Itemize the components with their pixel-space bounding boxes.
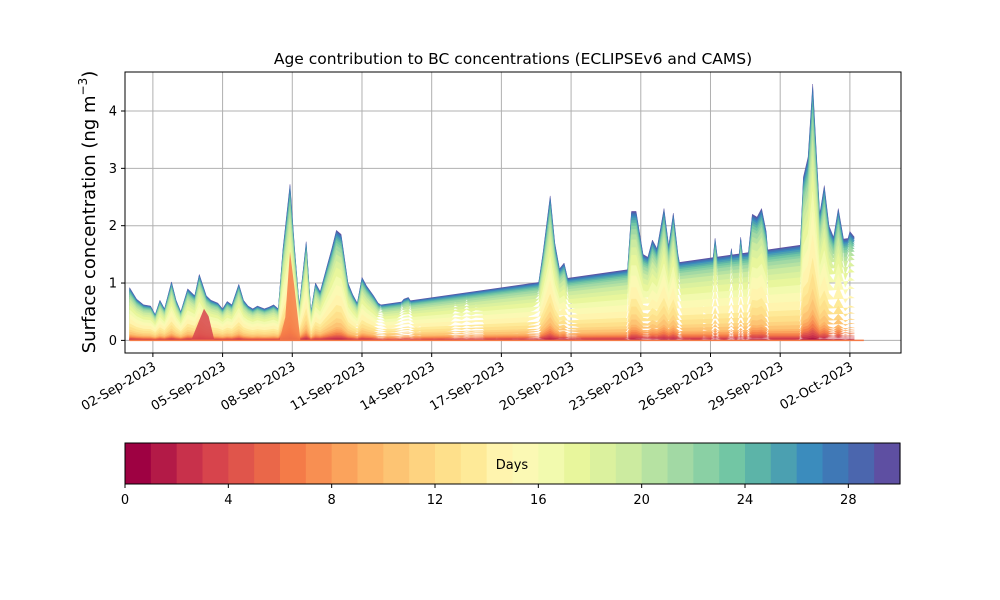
colorbar-ticks: 0 4 8 12 16 20 24 28 <box>121 484 857 508</box>
colorbar-swatch <box>796 443 824 484</box>
x-tick-label: 02-Oct-2023 <box>777 359 855 413</box>
colorbar-swatch <box>848 443 875 484</box>
y-axis-label-sup: −3 <box>76 78 90 96</box>
colorbar-swatch <box>512 443 539 484</box>
colorbar-tick-label: 4 <box>224 493 232 508</box>
plot-frame <box>124 71 902 354</box>
chart-title: Age contribution to BC concentrations (E… <box>274 50 752 68</box>
colorbar-swatch <box>745 443 772 484</box>
colorbar-tick-label: 8 <box>328 493 336 508</box>
y-tick-label: 0 <box>109 334 117 349</box>
colorbar-swatch <box>822 443 849 484</box>
y-tick-label: 3 <box>109 162 117 177</box>
fresh-emission-peak <box>191 308 215 341</box>
colorbar-swatch <box>383 443 410 484</box>
y-axis-label-main: Surface concentration (ng m <box>79 95 100 353</box>
colorbar-tick-label: 16 <box>530 493 547 508</box>
x-tick-label: 14-Sep-2023 <box>358 359 438 414</box>
age-areas <box>129 83 864 342</box>
colorbar-swatch <box>150 443 178 484</box>
colorbar-swatch <box>357 443 384 484</box>
colorbar-swatch <box>590 443 617 484</box>
colorbar-swatch <box>641 443 669 484</box>
colorbar-tick-label: 24 <box>737 493 754 508</box>
fresh-emission-peak <box>279 251 301 341</box>
colorbar-tick-label: 20 <box>633 493 650 508</box>
x-tick-label: 05-Sep-2023 <box>149 359 229 414</box>
x-tick-label: 23-Sep-2023 <box>567 359 647 414</box>
x-tick-label: 11-Sep-2023 <box>288 359 368 414</box>
x-ticks: 02-Sep-202305-Sep-202308-Sep-202311-Sep-… <box>79 353 856 414</box>
colorbar-frame <box>124 442 901 485</box>
colorbar-swatch <box>615 443 643 484</box>
colorbar-swatch <box>667 443 694 484</box>
x-tick-label: 20-Sep-2023 <box>497 359 577 414</box>
y-tick-label: 1 <box>109 277 117 292</box>
colorbar-label: Days <box>496 458 529 473</box>
colorbar-swatch <box>202 443 229 484</box>
x-tick-label: 17-Sep-2023 <box>428 359 508 414</box>
x-tick-label: 02-Sep-2023 <box>79 359 159 414</box>
colorbar-swatch <box>228 443 255 484</box>
colorbar-tick-label: 12 <box>427 493 444 508</box>
colorbar-swatch <box>486 443 514 484</box>
colorbar-swatch <box>693 443 720 484</box>
colorbar <box>125 443 901 484</box>
colorbar-tick-label: 28 <box>840 493 857 508</box>
colorbar-swatch <box>770 443 798 484</box>
y-axis-label: Surface concentration (ng m−3) <box>76 71 100 354</box>
x-tick-label: 29-Sep-2023 <box>706 359 786 414</box>
colorbar-swatch <box>125 443 152 484</box>
colorbar-swatch <box>280 443 307 484</box>
y-axis-label-close: ) <box>79 71 100 78</box>
colorbar-swatch <box>254 443 281 484</box>
x-tick-label: 08-Sep-2023 <box>218 359 298 414</box>
svg-text:Surface concentration (ng m−3): Surface concentration (ng m−3) <box>76 71 100 354</box>
x-tick-label: 26-Sep-2023 <box>637 359 717 414</box>
colorbar-swatch <box>874 443 901 484</box>
y-tick-label: 4 <box>109 104 117 119</box>
colorbar-swatch <box>564 443 591 484</box>
colorbar-swatch <box>460 443 488 484</box>
y-tick-label: 2 <box>109 219 117 234</box>
colorbar-swatch <box>176 443 204 484</box>
colorbar-swatch <box>305 443 333 484</box>
colorbar-swatch <box>719 443 746 484</box>
colorbar-swatch <box>435 443 462 484</box>
colorbar-tick-label: 0 <box>121 493 129 508</box>
colorbar-swatch <box>409 443 436 484</box>
colorbar-swatch <box>538 443 565 484</box>
colorbar-swatch <box>331 443 359 484</box>
y-ticks: 0 1 2 3 4 <box>109 104 125 349</box>
